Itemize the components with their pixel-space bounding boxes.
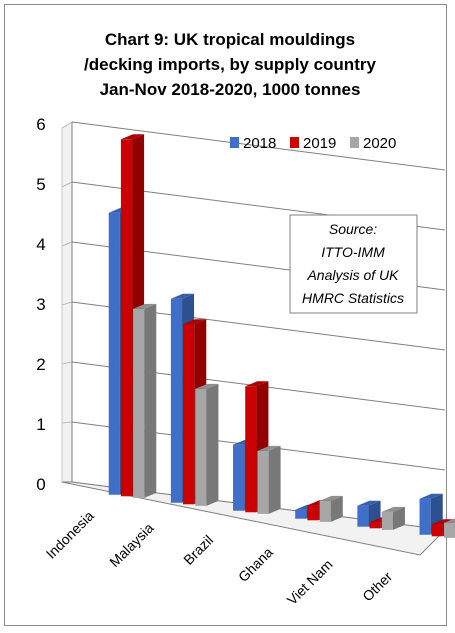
bar-side	[392, 506, 405, 530]
bar-top	[133, 303, 157, 309]
y-tick-label: 2	[36, 355, 45, 374]
bar	[170, 298, 183, 503]
bar	[381, 511, 393, 530]
bar	[357, 505, 369, 527]
bar-side	[330, 495, 343, 522]
bar-top	[245, 381, 269, 387]
chart-title: Chart 9: UK tropical mouldings /decking …	[84, 30, 376, 99]
bar-top	[195, 383, 219, 389]
y-tick-label: 0	[36, 475, 45, 494]
y-tick-label: 5	[36, 175, 45, 194]
bar	[183, 324, 195, 505]
bar-top	[170, 293, 195, 299]
bar	[307, 505, 319, 521]
legend-swatch	[350, 137, 359, 148]
bar-top	[381, 506, 405, 512]
x-tick-label: Indonesia	[43, 507, 97, 561]
gridline-side	[61, 181, 73, 188]
source-line-2: ITTO-IMM	[321, 244, 385, 260]
chart-title-line-3: Jan-Nov 2018-2020, 1000 tonnes	[100, 80, 361, 99]
x-tick-label: Other	[359, 568, 395, 604]
y-tick-label: 4	[36, 235, 45, 254]
bar	[245, 386, 257, 513]
gridline-side	[61, 241, 73, 247]
bar-top	[120, 134, 145, 140]
gridline-side	[61, 301, 73, 306]
bar-top	[431, 519, 455, 525]
gridline-side	[61, 121, 73, 129]
bar	[369, 522, 381, 529]
legend-label: 2019	[303, 135, 336, 152]
bar	[120, 139, 133, 497]
bar	[257, 450, 269, 514]
legend-swatch	[290, 137, 299, 148]
source-line-4: HMRC Statistics	[302, 290, 404, 306]
bar-top	[319, 495, 343, 501]
y-tick-label: 6	[36, 115, 45, 134]
x-tick-label: Brazil	[180, 532, 216, 568]
source-box	[289, 214, 418, 314]
bar-top	[183, 319, 207, 325]
x-tick-label: Viet Nam	[284, 556, 336, 608]
legend-label: 2020	[363, 135, 396, 152]
bar	[195, 388, 207, 506]
chart-title-line-2: /decking imports, by supply country	[84, 55, 376, 74]
legend: 2018 2019 2020	[230, 135, 396, 152]
bar	[133, 308, 145, 498]
bar-top	[357, 500, 381, 506]
legend-swatch	[230, 137, 239, 148]
y-tick-label: 1	[36, 415, 45, 434]
bar-side	[144, 303, 157, 498]
chart-title-line-1: Chart 9: UK tropical mouldings	[105, 30, 355, 49]
source-annotation: Source: ITTO-IMM Analysis of UK HMRC Sta…	[289, 214, 418, 314]
plot-area: 0 1 2 3 4 5 6 Indonesia Malaysia Brazil Ghana Viet …	[36, 115, 455, 608]
bar-top	[257, 445, 281, 451]
x-tick-label: Malaysia	[106, 520, 157, 571]
bar	[443, 522, 455, 538]
bar	[295, 509, 307, 519]
bar	[419, 498, 431, 535]
bar	[108, 212, 120, 495]
bar	[233, 444, 245, 511]
bar	[319, 500, 331, 522]
legend-label: 2018	[243, 135, 276, 152]
gridline	[71, 121, 446, 171]
y-tick-label: 3	[36, 295, 45, 314]
bar-side	[206, 383, 219, 506]
gridline-side	[61, 421, 73, 424]
bar-side	[268, 445, 281, 514]
bar-top	[443, 518, 455, 523]
gridline-side	[61, 361, 73, 365]
bar	[431, 524, 443, 537]
bar-top	[419, 493, 443, 499]
source-line-3: Analysis of UK	[306, 267, 399, 283]
source-line-1: Source:	[329, 221, 377, 237]
x-tick-label: Ghana	[235, 544, 276, 585]
